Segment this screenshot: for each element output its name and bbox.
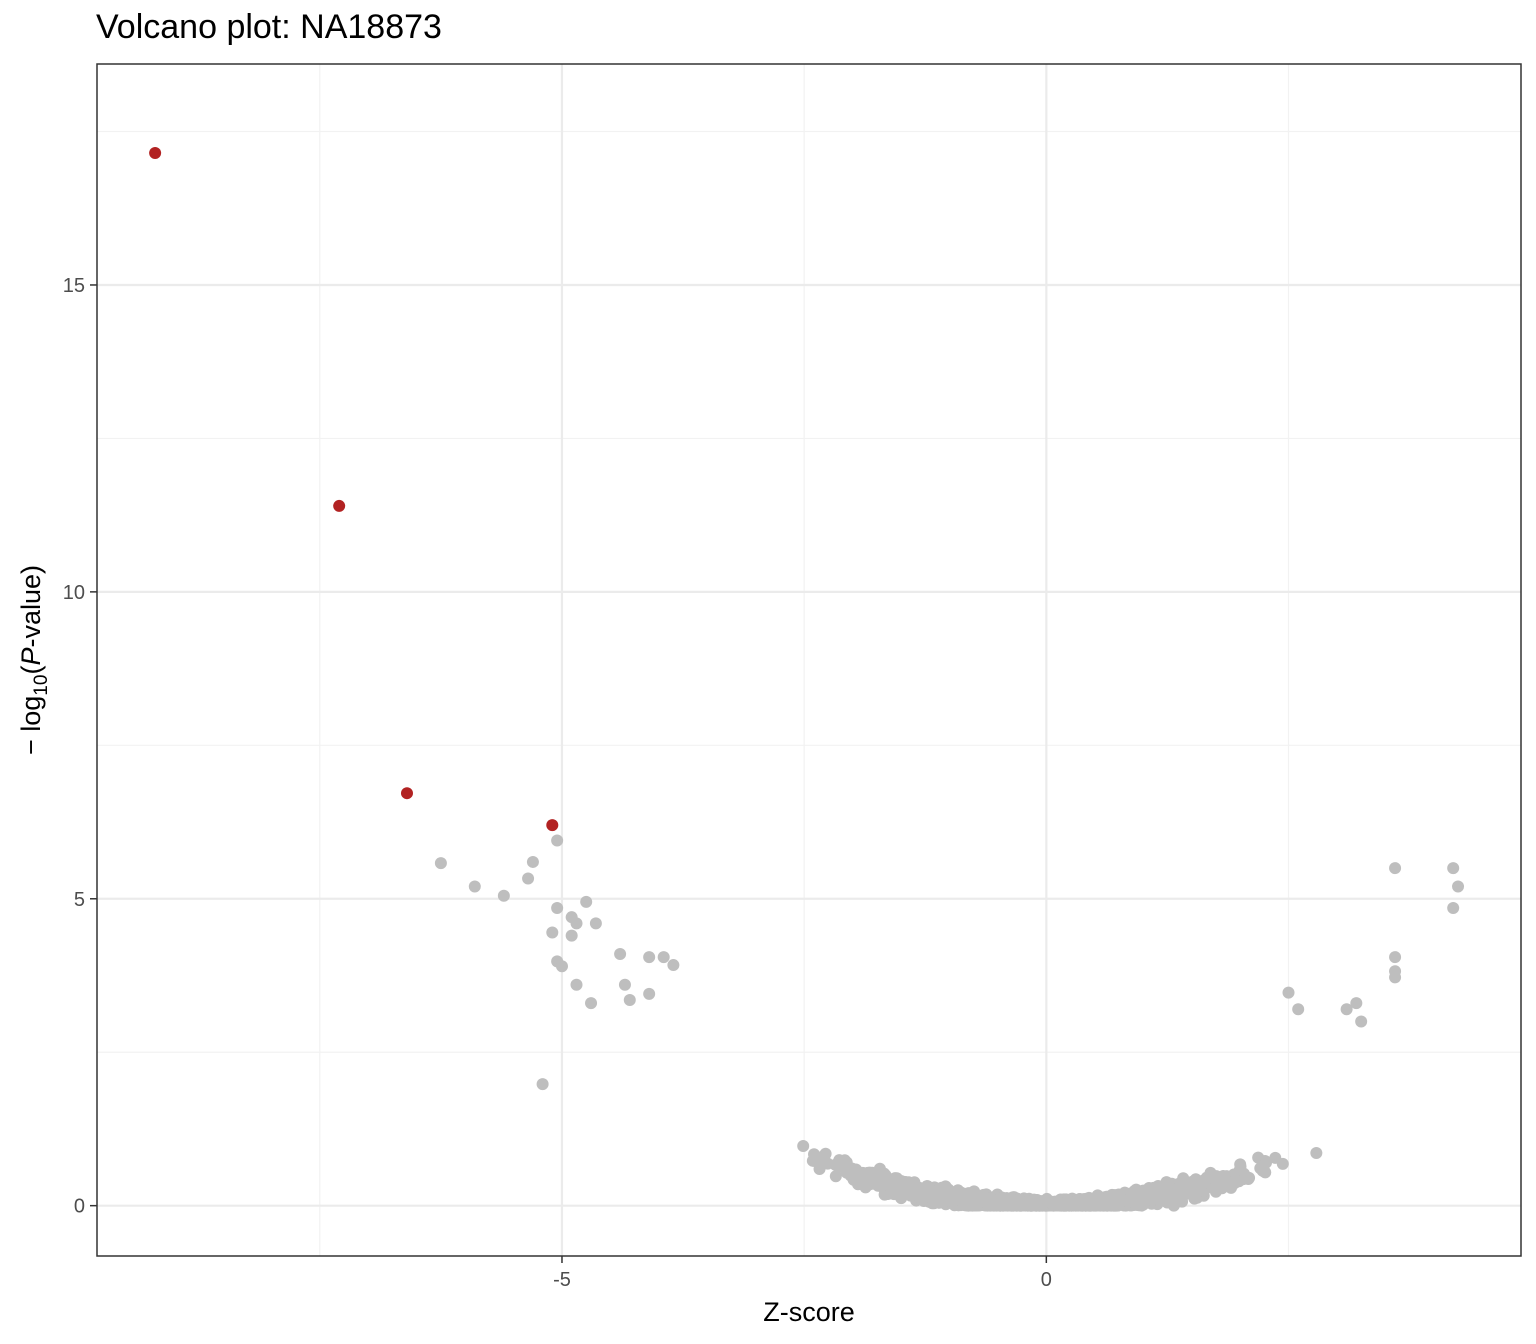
data-point	[555, 960, 568, 973]
data-point	[614, 948, 627, 961]
data-point	[585, 997, 598, 1010]
data-point	[1033, 1199, 1046, 1212]
x-axis-title: Z-score	[763, 1297, 855, 1327]
data-point	[570, 917, 583, 930]
data-point	[1243, 1171, 1256, 1184]
data-point	[809, 1152, 822, 1165]
data-point	[949, 1192, 962, 1205]
data-point	[1340, 1003, 1353, 1016]
significant-point	[400, 787, 413, 800]
data-point	[1452, 880, 1465, 893]
data-point	[589, 917, 602, 930]
data-point	[1282, 986, 1295, 999]
data-point	[618, 978, 631, 991]
data-point	[918, 1185, 931, 1198]
data-point	[1194, 1184, 1207, 1197]
data-point	[657, 951, 670, 964]
panel-border	[96, 63, 1522, 1257]
data-point	[1256, 1164, 1269, 1177]
data-point	[1389, 951, 1402, 964]
data-point	[526, 855, 539, 868]
data-point	[643, 951, 656, 964]
data-point	[643, 987, 656, 1000]
data-point	[1163, 1185, 1176, 1198]
grid-lines	[97, 64, 1521, 1256]
x-tick-label: 0	[1041, 1269, 1052, 1291]
data-point	[1389, 971, 1402, 984]
significant-point	[546, 819, 559, 832]
data-point	[960, 1190, 973, 1203]
data-point	[468, 880, 481, 893]
data-point	[497, 889, 510, 902]
data-point	[1292, 1003, 1305, 1016]
data-point	[522, 872, 535, 885]
data-point	[551, 901, 564, 914]
axis-ticks: -5 0 0 5 10 15	[63, 275, 1052, 1291]
data-point	[1126, 1188, 1139, 1201]
data-point	[1113, 1197, 1126, 1210]
data-point	[829, 1170, 842, 1183]
data-point	[797, 1139, 810, 1152]
data-point	[849, 1167, 862, 1180]
y-tick-label: 10	[63, 582, 85, 604]
data-point	[1056, 1197, 1069, 1210]
data-point	[1144, 1185, 1157, 1198]
x-tick-label: -5	[553, 1269, 571, 1291]
data-point	[667, 959, 680, 972]
data-point	[821, 1157, 834, 1170]
data-point	[565, 929, 578, 942]
data-point	[861, 1166, 874, 1179]
significant-point	[149, 147, 162, 160]
data-point	[580, 895, 593, 908]
data-point	[1447, 901, 1460, 914]
data-point	[901, 1178, 914, 1191]
data-point	[973, 1194, 986, 1207]
data-point	[1234, 1158, 1247, 1171]
data-point	[1181, 1180, 1194, 1193]
data-point	[1350, 997, 1363, 1010]
data-point	[570, 978, 583, 991]
data-point	[536, 1078, 549, 1091]
data-point	[434, 857, 447, 870]
y-tick-label: 15	[63, 275, 85, 297]
data-point	[1209, 1175, 1222, 1188]
data-point	[551, 834, 564, 847]
data-point	[852, 1178, 865, 1191]
data-point	[876, 1173, 889, 1186]
significant-point	[333, 499, 346, 512]
data-point	[623, 994, 636, 1007]
data-point	[819, 1147, 832, 1160]
y-tick-label: 5	[74, 889, 85, 911]
data-point	[546, 926, 559, 939]
data-point	[1229, 1174, 1242, 1187]
data-point	[1016, 1198, 1029, 1211]
data-point	[1002, 1198, 1015, 1211]
data-point	[840, 1166, 853, 1179]
points-layer	[149, 147, 1465, 1212]
data-point	[982, 1193, 995, 1206]
data-point	[1094, 1193, 1107, 1206]
y-axis-title: − log10(P-value)	[16, 565, 52, 755]
data-point	[1389, 862, 1402, 875]
y-tick-label: 0	[74, 1196, 85, 1218]
chart-title: Volcano plot: NA18873	[96, 8, 442, 46]
data-point	[1269, 1151, 1282, 1164]
data-point	[1447, 862, 1460, 875]
data-point	[1310, 1146, 1323, 1159]
data-point	[1355, 1015, 1368, 1028]
